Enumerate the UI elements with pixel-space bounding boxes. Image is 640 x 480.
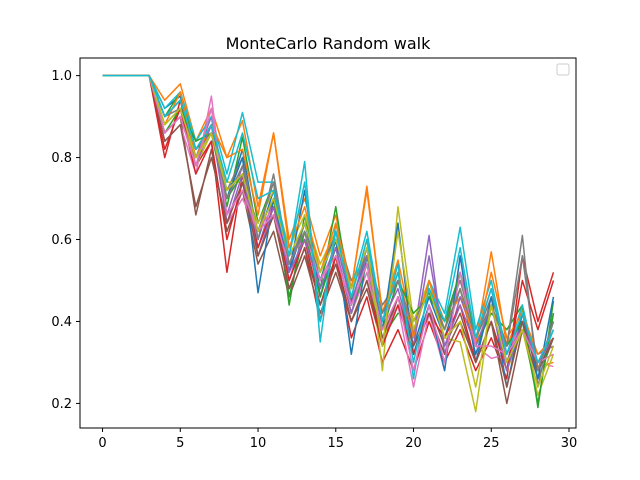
x-tick-label: 0 [98, 436, 106, 451]
x-tick-label: 25 [483, 436, 500, 451]
x-tick-label: 10 [250, 436, 267, 451]
x-tick-label: 30 [561, 436, 578, 451]
series-line-1 [102, 74, 554, 368]
y-tick-label: 0.6 [51, 233, 72, 248]
x-tick-label: 20 [405, 436, 422, 451]
plot-frame [79, 57, 577, 429]
y-tick-label: 0.2 [51, 397, 72, 412]
series-line-16 [102, 74, 554, 372]
y-tick-label: 1.0 [51, 69, 72, 84]
legend-box [556, 63, 570, 76]
x-tick-label: 15 [328, 436, 345, 451]
series-layer [102, 74, 555, 413]
y-tick-label: 0.4 [51, 315, 72, 330]
chart-title: MonteCarlo Random walk [226, 34, 431, 53]
y-tick-label: 0.8 [51, 151, 72, 166]
axes-layer: 0 5 10 15 20 25 30 0.2 0.4 0.6 0.8 1.0 [51, 69, 577, 451]
series-line-18 [102, 74, 555, 388]
series-line-15 [102, 74, 555, 388]
x-tick-label: 5 [176, 436, 184, 451]
series-line-19 [102, 74, 555, 364]
